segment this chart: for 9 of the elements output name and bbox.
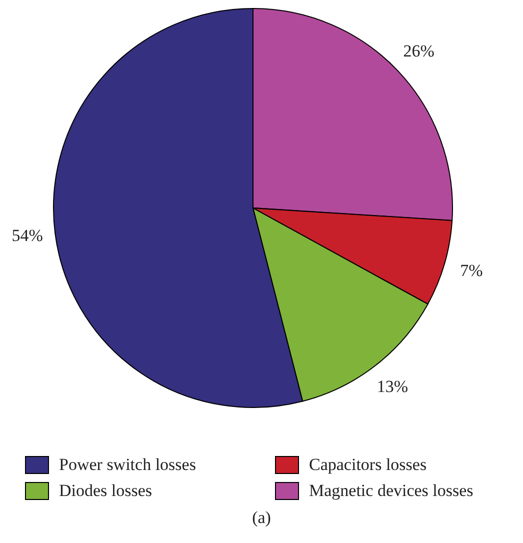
legend-label: Capacitors losses: [309, 455, 427, 475]
legend-label: Diodes losses: [59, 481, 152, 501]
legend-label: Power switch losses: [59, 455, 196, 475]
legend-label: Magnetic devices losses: [309, 481, 474, 501]
data-label: 26%: [403, 42, 434, 61]
data-label: 7%: [460, 260, 483, 280]
data-label: 13%: [376, 377, 408, 396]
data-label: 54%: [12, 226, 43, 245]
text: (a): [251, 508, 272, 528]
